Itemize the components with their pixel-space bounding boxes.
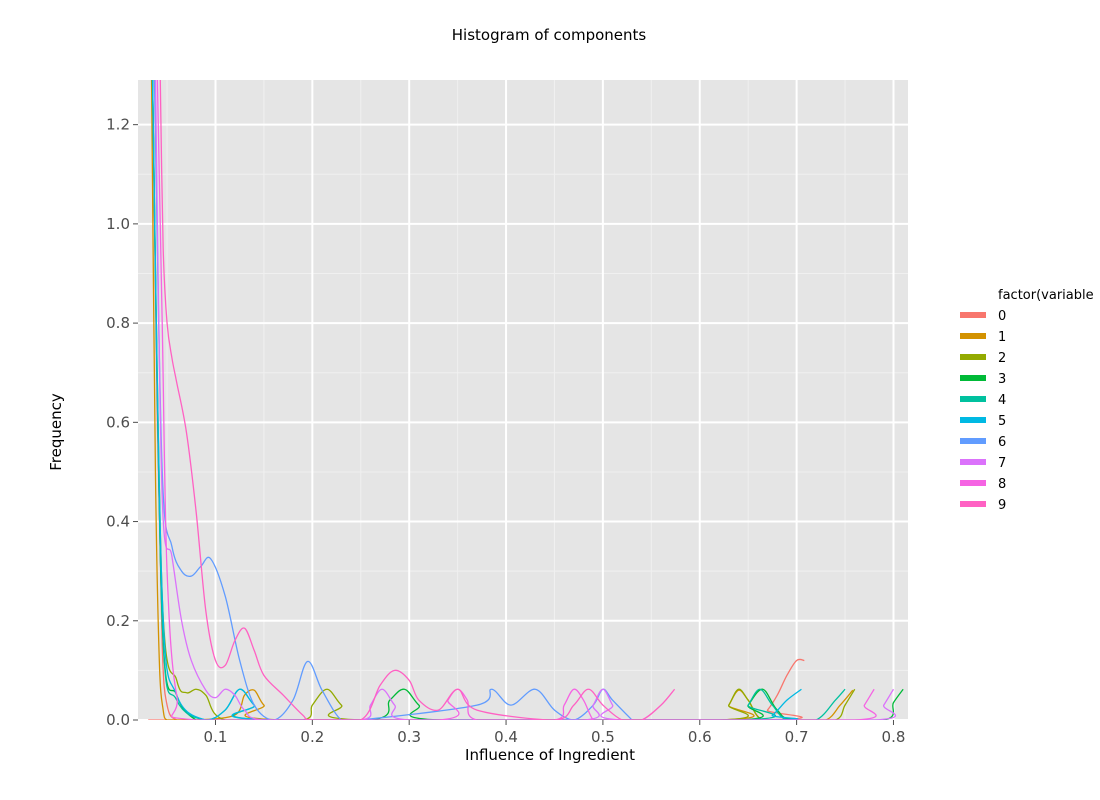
x-axis-title: Influence of Ingredient (465, 746, 635, 764)
legend-title: factor(variable (998, 288, 1094, 303)
y-tick-label: 1.2 (106, 116, 130, 134)
x-axis-ticks: 0.1 0.2 0.3 0.4 0.5 0.6 0.7 0.8 (204, 720, 906, 746)
legend-label-7: 7 (998, 456, 1006, 471)
legend-items: 0 1 2 3 4 5 6 7 8 9 (960, 309, 1006, 513)
y-axis-title: Frequency (47, 393, 65, 471)
legend-swatch-4 (960, 396, 986, 402)
chart-title: Histogram of components (452, 26, 647, 44)
legend-swatch-8 (960, 480, 986, 486)
x-tick-label: 0.7 (785, 728, 809, 746)
y-tick-label: 0.4 (106, 513, 130, 531)
legend: factor(variable 0 1 2 3 4 5 6 7 8 9 (960, 288, 1094, 513)
legend-swatch-9 (960, 501, 986, 507)
legend-label-3: 3 (998, 372, 1006, 387)
x-tick-label: 0.6 (688, 728, 712, 746)
legend-label-4: 4 (998, 393, 1006, 408)
legend-swatch-3 (960, 375, 986, 381)
x-tick-label: 0.4 (494, 728, 518, 746)
y-tick-label: 0.6 (106, 413, 130, 431)
legend-swatch-6 (960, 438, 986, 444)
density-curves (148, 80, 904, 720)
x-tick-label: 0.2 (300, 728, 324, 746)
legend-label-0: 0 (998, 309, 1006, 324)
legend-label-8: 8 (998, 477, 1006, 492)
legend-label-2: 2 (998, 351, 1006, 366)
legend-swatch-5 (960, 417, 986, 423)
legend-swatch-0 (960, 312, 986, 318)
density-curve-7 (154, 80, 897, 720)
legend-label-9: 9 (998, 498, 1006, 513)
density-curve-8 (156, 80, 877, 720)
legend-swatch-1 (960, 333, 986, 339)
y-tick-label: 1.0 (106, 215, 130, 233)
x-tick-label: 0.5 (591, 728, 615, 746)
y-tick-label: 0.8 (106, 314, 130, 332)
legend-swatch-2 (960, 354, 986, 360)
plot-panel (138, 80, 908, 720)
x-tick-label: 0.1 (204, 728, 228, 746)
y-tick-label: 0.2 (106, 612, 130, 630)
legend-swatch-7 (960, 459, 986, 465)
y-tick-label: 0.0 (106, 711, 130, 729)
density-curve-2 (151, 80, 856, 720)
y-axis-ticks: 0.0 0.2 0.4 0.6 0.8 1.0 1.2 (106, 116, 138, 729)
x-tick-label: 0.3 (397, 728, 421, 746)
density-curve-9 (159, 80, 676, 720)
density-curve-5 (151, 80, 802, 720)
legend-label-6: 6 (998, 435, 1006, 450)
minor-gridlines (138, 80, 908, 720)
legend-label-1: 1 (998, 330, 1006, 345)
x-tick-label: 0.8 (882, 728, 906, 746)
legend-label-5: 5 (998, 414, 1006, 429)
